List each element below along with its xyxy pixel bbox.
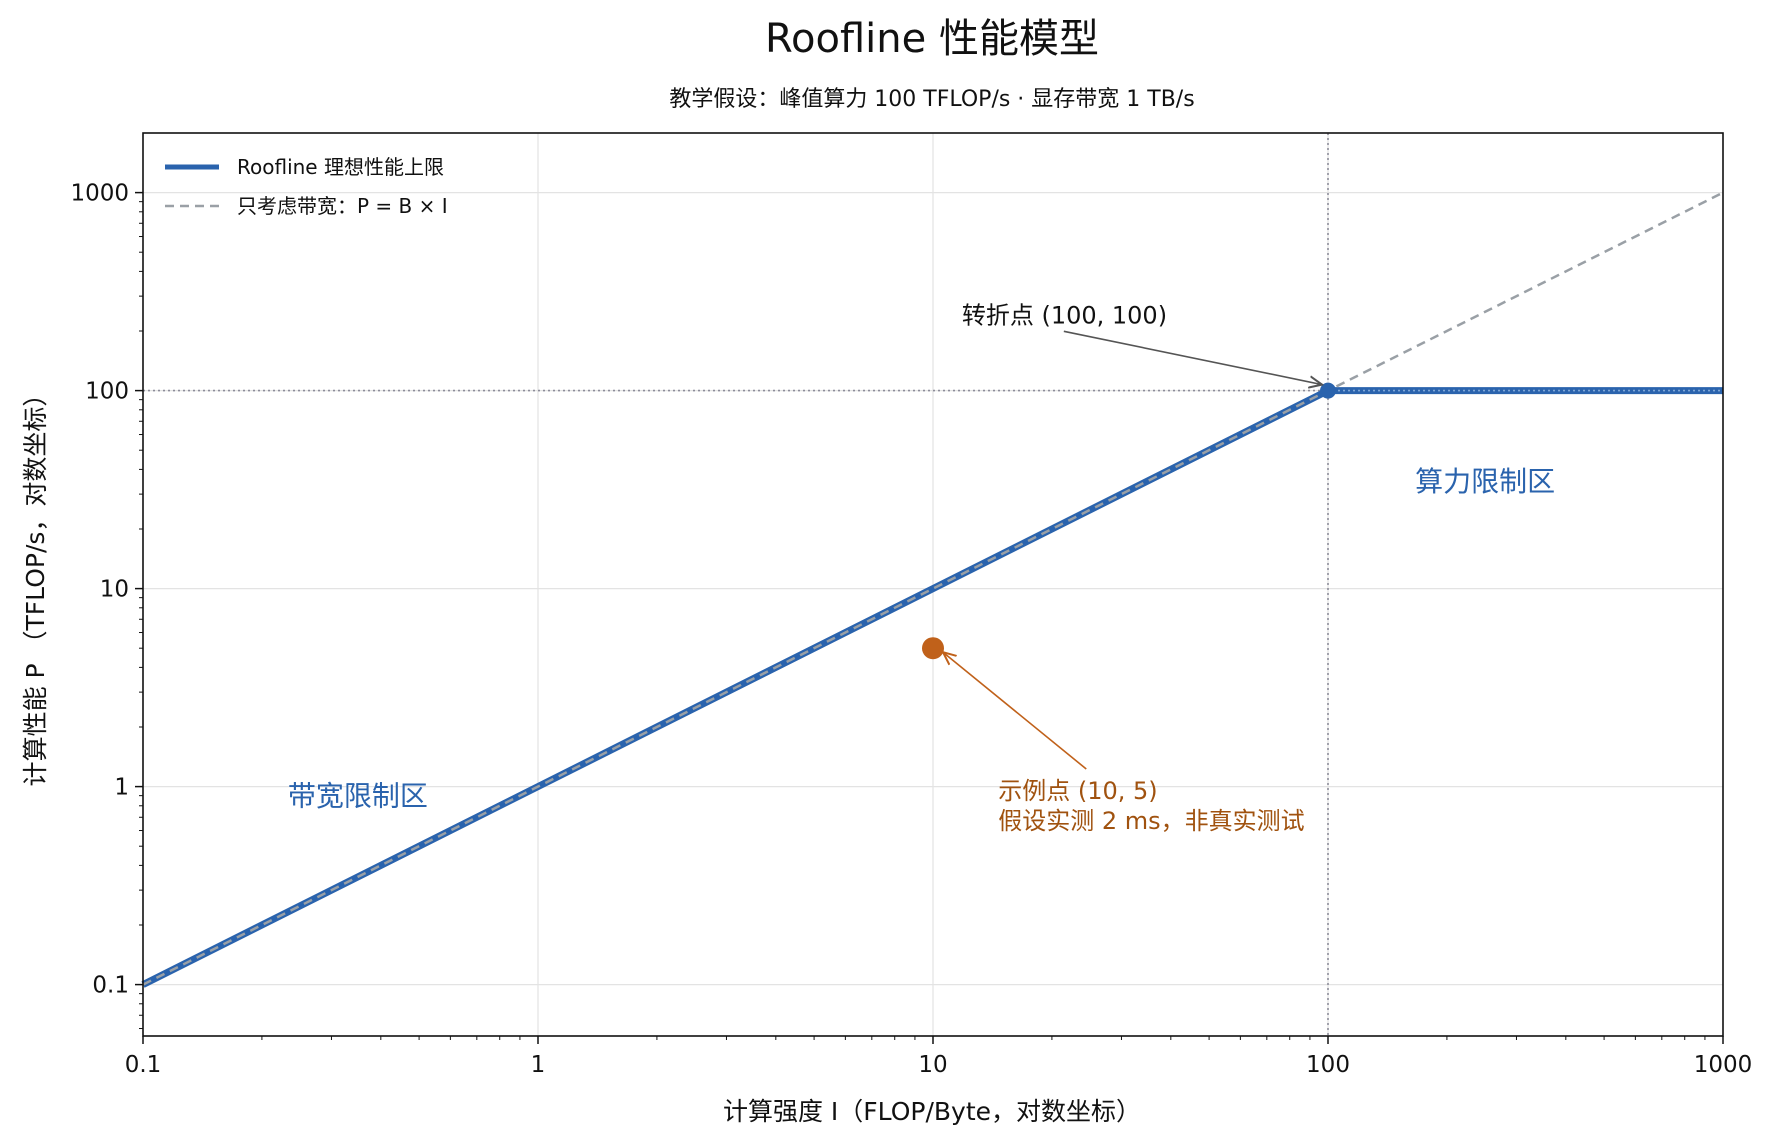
series-line-bandwidth — [142, 191, 1724, 986]
x-tick-label: 100 — [1306, 1052, 1350, 1078]
region-label-bandwidth: 带宽限制区 — [288, 780, 428, 813]
y-tick-label: 100 — [85, 379, 129, 405]
example-annotation-note: 假设实测 2 ms，非真实测试 — [998, 807, 1304, 835]
knee-annotation-arrow — [1063, 330, 1322, 384]
annotation-layer: 转折点 (100, 100) 示例点 (10, 5)假设实测 2 ms，非真实测试 — [943, 301, 1322, 835]
example-annotation-label: 示例点 (10, 5) — [998, 777, 1157, 805]
grid-layer — [142, 133, 1724, 1036]
x-tick-label: 0.1 — [125, 1052, 162, 1078]
x-tick-label: 1 — [531, 1052, 546, 1078]
tick-layer: 0.1 1 10 100 1000 0.1 1 10 100 1000 — [70, 181, 1752, 1078]
knee-annotation-label: 转折点 (100, 100) — [962, 301, 1167, 329]
chart-title: Roofline 性能模型 — [765, 16, 1099, 62]
legend-label-bandwidth: 只考虑带宽：P = B × I — [237, 194, 448, 218]
chart-subtitle: 教学假设：峰值算力 100 TFLOP/s · 显存带宽 1 TB/s — [669, 87, 1194, 112]
region-label-layer: 带宽限制区 算力限制区 — [288, 465, 1555, 813]
x-axis-label: 计算强度 I（FLOP/Byte，对数坐标） — [723, 1097, 1141, 1126]
y-tick-label: 0.1 — [92, 973, 129, 999]
example-point-marker — [922, 637, 944, 660]
example-annotation-arrow — [943, 652, 1087, 770]
y-tick-label: 1 — [114, 775, 129, 801]
x-tick-label: 10 — [918, 1052, 947, 1078]
region-label-compute: 算力限制区 — [1415, 465, 1555, 498]
x-tick-label: 1000 — [1694, 1052, 1753, 1078]
knee-point-marker — [1320, 382, 1336, 399]
legend: Roofline 理想性能上限 只考虑带宽：P = B × I — [165, 155, 448, 218]
y-tick-label: 10 — [100, 577, 129, 603]
legend-label-roofline: Roofline 理想性能上限 — [237, 155, 444, 179]
y-axis-label: 计算性能 P （TFLOP/s，对数坐标） — [21, 382, 50, 787]
y-tick-label: 1000 — [70, 181, 129, 207]
